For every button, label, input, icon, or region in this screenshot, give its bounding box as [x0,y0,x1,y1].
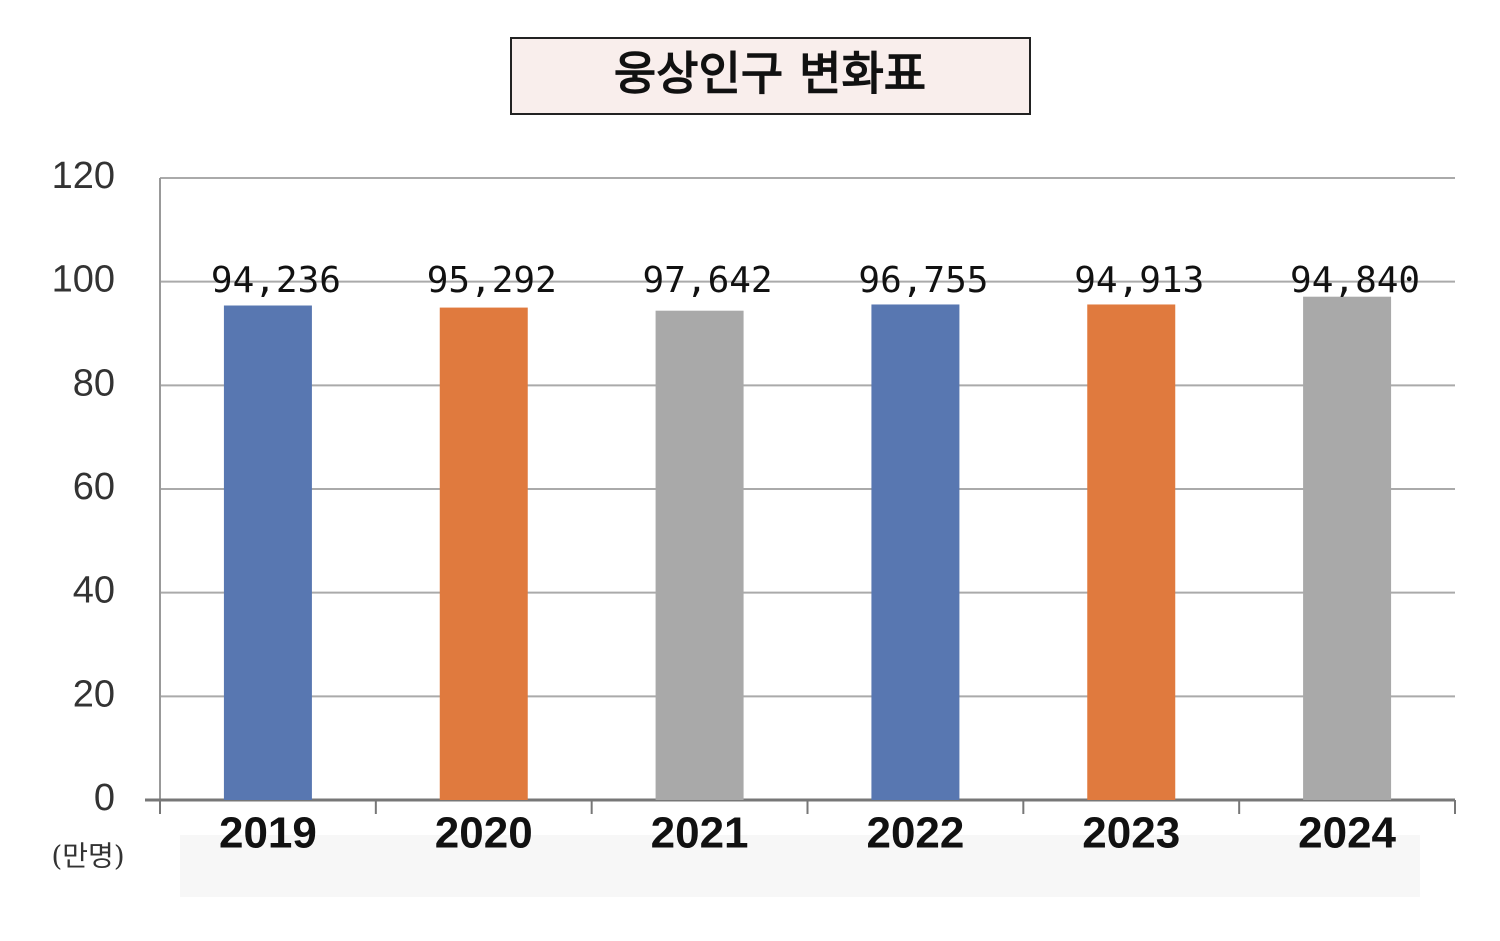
bar-annotation: 94,840 [1290,260,1420,301]
bar [655,310,744,800]
bar [1303,296,1392,800]
bar [871,304,960,800]
bar [439,307,528,800]
bar-annotation: 94,236 [211,260,341,301]
bar [223,305,312,800]
x-tick-label: 2021 [651,809,749,858]
y-tick-label: 40 [73,570,115,612]
bar-annotation: 94,913 [1074,260,1204,301]
x-tick-label: 2024 [1298,809,1396,858]
y-unit: (만명) [51,840,124,873]
category-band [180,835,1420,897]
bar-annotation: 95,292 [427,260,557,301]
x-tick-label: 2022 [866,809,964,858]
y-tick-label: 100 [52,259,115,301]
bar [1087,304,1176,800]
x-tick-label: 2020 [435,809,533,858]
bar-annotation: 96,755 [858,260,988,301]
y-tick-label: 20 [73,673,115,715]
y-tick-label: 120 [52,155,115,197]
bar-annotation: 97,642 [643,260,773,301]
x-tick-label: 2019 [219,809,317,858]
y-tick-label: 0 [94,777,115,819]
chart-title: 웅상인구 변화표 [614,47,926,101]
title-box [510,37,1031,115]
y-tick-label: 60 [73,466,115,508]
x-tick-label: 2023 [1082,809,1180,858]
y-tick-label: 80 [73,362,115,404]
